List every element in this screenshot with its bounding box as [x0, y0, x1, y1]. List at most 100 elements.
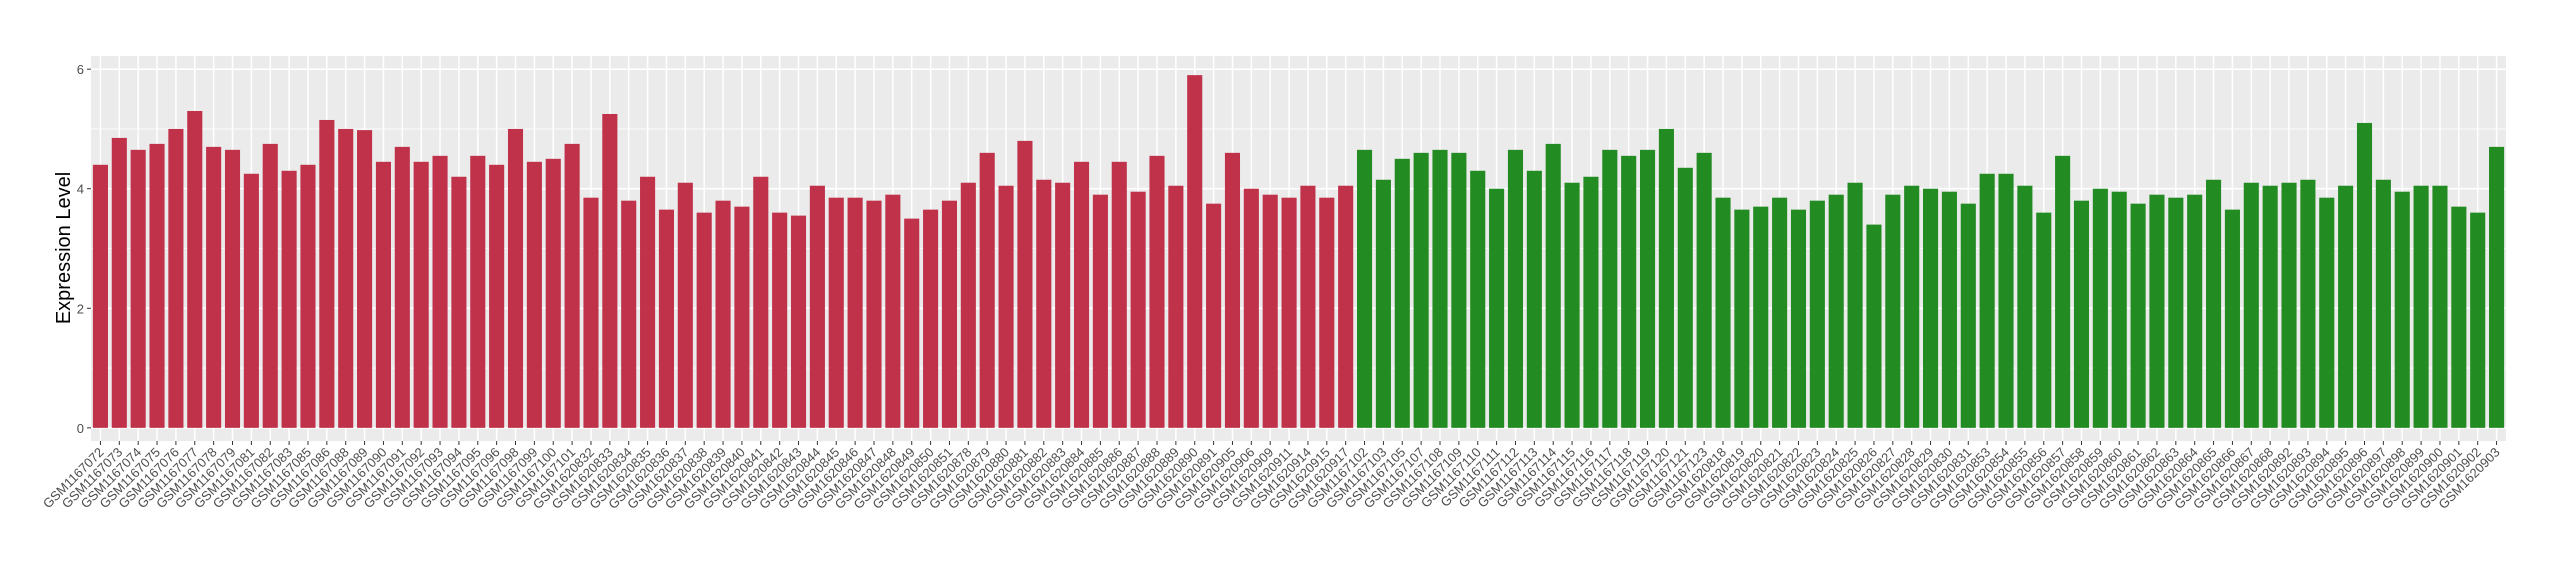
bar: [2319, 197, 2335, 428]
bar: [2206, 179, 2222, 428]
bar: [130, 149, 146, 428]
bar: [2036, 212, 2052, 428]
bar: [281, 170, 297, 428]
bar: [734, 206, 750, 428]
bar: [2262, 185, 2278, 428]
bar: [187, 111, 203, 428]
bar: [1734, 209, 1750, 428]
bar: [2394, 191, 2410, 428]
bar: [357, 130, 373, 428]
bar: [1262, 194, 1278, 428]
bar: [1677, 167, 1693, 428]
bar: [2092, 188, 2108, 428]
bar: [2055, 155, 2071, 428]
bar: [1998, 173, 2014, 428]
bar: [1790, 209, 1807, 428]
bar: [1055, 182, 1071, 428]
bar: [2168, 197, 2184, 428]
bar: [1696, 152, 1712, 428]
bar: [1545, 143, 1561, 428]
bar: [583, 197, 599, 428]
bar: [2243, 182, 2259, 428]
bar: [1017, 140, 1033, 428]
bar: [1809, 200, 1825, 428]
bar: [1602, 149, 1618, 428]
bar: [2111, 191, 2127, 428]
bar: [2017, 185, 2033, 428]
bar: [809, 185, 825, 428]
bar: [621, 200, 637, 428]
bar: [772, 212, 788, 428]
bar: [1639, 149, 1656, 428]
bar: [1073, 161, 1090, 428]
bar: [1715, 197, 1731, 428]
bar: [1356, 149, 1373, 428]
bar: [432, 155, 448, 428]
bar: [1451, 152, 1467, 428]
bar: [2489, 146, 2505, 428]
bar: [979, 152, 995, 428]
bar: [1338, 185, 1354, 428]
bar: [451, 176, 467, 428]
bar: [526, 161, 542, 428]
bar: [640, 176, 656, 428]
bar: [1130, 191, 1146, 428]
bar: [1621, 155, 1637, 428]
bar: [2130, 203, 2146, 428]
bar: [470, 155, 486, 428]
bar: [507, 128, 524, 428]
bar: [658, 209, 674, 428]
y-axis-label: Expression Level: [53, 172, 75, 324]
bar: [2375, 179, 2391, 428]
bar: [564, 143, 580, 428]
bar: [715, 200, 731, 428]
bar: [885, 194, 901, 428]
bar: [1206, 203, 1222, 428]
bar: [2187, 194, 2203, 428]
bar: [413, 161, 429, 428]
bar: [1941, 191, 1957, 428]
bar: [2149, 194, 2165, 428]
bar: [2073, 200, 2090, 428]
bar: [243, 173, 259, 428]
bar: [866, 200, 882, 428]
bar: [1375, 179, 1391, 428]
bar: [111, 137, 127, 428]
bar: [677, 182, 693, 428]
y-tick-label: 4: [77, 182, 84, 197]
bar: [2356, 122, 2373, 428]
bar: [1149, 155, 1165, 428]
bar: [904, 218, 920, 428]
bar: [92, 164, 108, 428]
bar: [300, 164, 316, 428]
bar: [1658, 128, 1674, 428]
y-tick-label: 2: [77, 301, 84, 316]
bar: [394, 146, 410, 428]
bar: [696, 212, 712, 428]
bar: [847, 197, 863, 428]
bar: [1904, 185, 1920, 428]
bar: [2470, 212, 2486, 428]
bar: [1319, 197, 1335, 428]
bar: [2451, 206, 2467, 428]
bar: [1432, 149, 1448, 428]
bar: [1092, 194, 1108, 428]
y-tick-label: 0: [77, 421, 84, 436]
bar: [1470, 170, 1486, 428]
bar: [1583, 176, 1599, 428]
bar: [1960, 203, 1976, 428]
bar: [1281, 197, 1297, 428]
bar: [1885, 194, 1901, 428]
bar: [338, 128, 354, 428]
bar: [753, 176, 769, 428]
bar: [1187, 75, 1203, 428]
bar: [206, 146, 222, 428]
bar: [828, 197, 844, 428]
bar: [790, 215, 807, 428]
bar: [1224, 152, 1241, 428]
bar: [1507, 149, 1524, 428]
bar: [545, 158, 561, 428]
bar: [1866, 224, 1882, 428]
bar: [1772, 197, 1788, 428]
